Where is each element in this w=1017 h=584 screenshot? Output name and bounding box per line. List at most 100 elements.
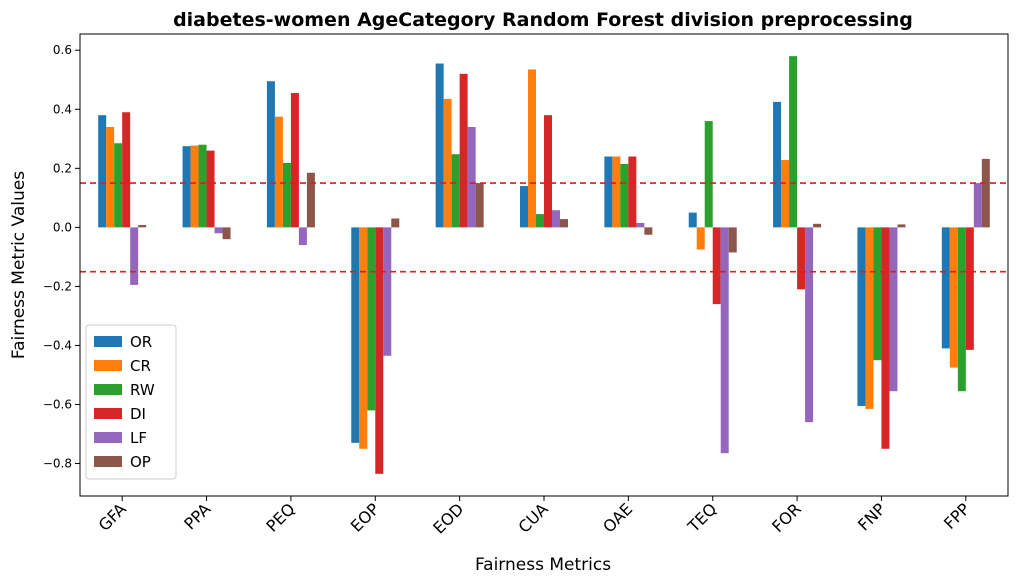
bar-di-cua	[544, 115, 552, 228]
y-axis-label: Fairness Metric Values	[9, 171, 29, 359]
bar-rw-teq	[704, 121, 713, 228]
y-tick-label: 0.0	[53, 220, 72, 234]
x-tick-label-eod: EOD	[429, 499, 467, 537]
bar-op-eod	[475, 183, 484, 228]
bar-di-gfa	[122, 112, 131, 228]
bar-or-for	[773, 101, 782, 228]
bar-cr-eop	[359, 227, 368, 449]
bar-lf-eop	[383, 227, 392, 356]
bar-cr-fpp	[949, 227, 958, 368]
bar-op-ppa	[222, 227, 231, 240]
bar-di-for	[797, 227, 806, 290]
legend-label-di: DI	[130, 405, 146, 423]
x-tick-label-gfa: GFA	[95, 499, 130, 534]
bar-rw-oae	[620, 163, 629, 228]
bar-lf-fpp	[973, 183, 982, 228]
bar-cr-peq	[274, 116, 283, 228]
bar-cr-ppa	[190, 145, 199, 228]
legend-swatch-cr	[94, 360, 122, 371]
bar-di-peq	[290, 93, 299, 228]
bar-lf-gfa	[130, 227, 139, 285]
x-tick-label-fpp: FPP	[940, 499, 974, 533]
bar-lf-oae	[636, 222, 645, 228]
bar-or-oae	[604, 156, 613, 228]
bar-op-oae	[644, 227, 653, 235]
bar-rw-eod	[451, 154, 460, 228]
bar-rw-peq	[282, 163, 291, 228]
bar-or-cua	[520, 186, 528, 228]
bar-cr-fnp	[865, 227, 874, 409]
bar-rw-eop	[367, 227, 376, 411]
legend-label-lf: LF	[130, 429, 147, 447]
x-tick-label-oae: OAE	[599, 499, 636, 536]
legend-swatch-lf	[94, 432, 122, 443]
plot-area	[80, 56, 1008, 474]
bar-op-fnp	[897, 224, 906, 228]
bar-cr-cua	[528, 69, 536, 228]
bar-or-teq	[688, 212, 697, 228]
x-tick-label-fnp: FNP	[854, 499, 889, 534]
legend-label-or: OR	[130, 333, 152, 351]
bar-rw-gfa	[114, 143, 123, 228]
legend-swatch-di	[94, 408, 122, 419]
bar-op-peq	[306, 172, 315, 228]
bar-di-oae	[628, 156, 637, 228]
bar-cr-oae	[612, 156, 621, 228]
legend-swatch-op	[94, 456, 122, 467]
bar-rw-fnp	[873, 227, 882, 361]
y-tick-label: −0.6	[43, 397, 72, 411]
bar-lf-teq	[720, 227, 729, 454]
bar-di-eod	[459, 73, 468, 228]
bar-di-eop	[375, 227, 384, 474]
bar-di-teq	[712, 227, 721, 305]
legend-swatch-rw	[94, 384, 122, 395]
bar-lf-cua	[552, 210, 560, 228]
bar-or-gfa	[98, 115, 107, 228]
x-tick-label-teq: TEQ	[683, 499, 720, 536]
y-axis: −0.8 −0.6 −0.4 −0.2 0.0 0.2 0.4 0.6	[43, 43, 80, 471]
bar-di-fpp	[965, 227, 974, 350]
x-tick-label-ppa: PPA	[180, 499, 214, 533]
x-axis: GFA PPA PEQ EOP EOD CUA OAE TEQ FOR FNP FPP	[95, 496, 974, 538]
bar-op-teq	[728, 227, 737, 253]
y-tick-label: −0.4	[43, 338, 72, 352]
bar-cr-for	[781, 160, 790, 228]
bar-lf-eod	[467, 126, 476, 228]
y-tick-label: −0.2	[43, 279, 72, 293]
x-tick-label-peq: PEQ	[262, 499, 298, 535]
bar-di-ppa	[206, 150, 215, 228]
bar-or-fnp	[857, 227, 866, 406]
legend: OR CR RW DI LF OP	[85, 324, 177, 480]
x-axis-label: Fairness Metrics	[475, 555, 611, 575]
bar-rw-ppa	[198, 144, 207, 228]
bar-op-gfa	[138, 224, 147, 228]
bar-lf-for	[805, 227, 814, 423]
legend-label-rw: RW	[130, 381, 155, 399]
legend-swatch-or	[94, 336, 122, 347]
bar-cr-eod	[443, 98, 452, 228]
bar-lf-fnp	[889, 227, 898, 392]
bar-rw-for	[789, 56, 798, 228]
bar-or-eod	[435, 63, 444, 228]
bar-lf-peq	[298, 227, 307, 246]
x-tick-label-eop: EOP	[347, 499, 384, 536]
chart-title: diabetes-women AgeCategory Random Forest…	[173, 9, 913, 31]
x-tick-label-for: FOR	[768, 499, 805, 536]
y-tick-label: −0.8	[43, 457, 72, 471]
bar-op-cua	[560, 219, 568, 228]
legend-label-cr: CR	[130, 357, 151, 375]
bar-rw-cua	[536, 214, 544, 228]
bar-or-peq	[266, 81, 275, 228]
bar-di-fnp	[881, 227, 890, 449]
x-tick-label-cua: CUA	[514, 499, 551, 536]
bar-op-eop	[391, 218, 400, 228]
legend-label-op: OP	[130, 453, 151, 471]
bar-or-eop	[351, 227, 360, 443]
bar-cr-gfa	[106, 126, 115, 228]
bar-cr-teq	[696, 227, 705, 250]
bar-op-fpp	[981, 158, 990, 228]
bar-lf-ppa	[214, 227, 223, 234]
y-tick-label: 0.6	[53, 43, 72, 57]
y-tick-label: 0.4	[53, 102, 72, 116]
